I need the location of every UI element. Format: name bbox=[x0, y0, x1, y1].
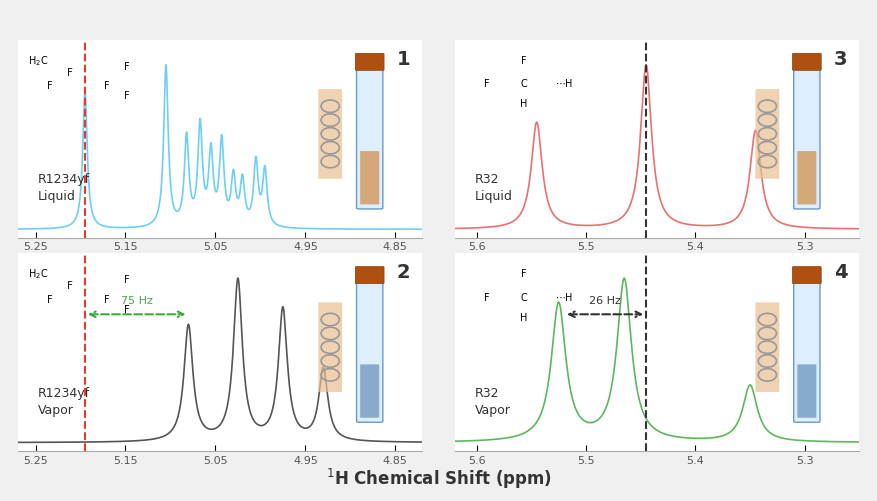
Text: F: F bbox=[124, 275, 130, 285]
Text: F: F bbox=[124, 91, 130, 101]
Text: $\cdots$H: $\cdots$H bbox=[555, 291, 573, 303]
FancyBboxPatch shape bbox=[318, 89, 342, 179]
Text: 1: 1 bbox=[396, 50, 410, 69]
Text: C: C bbox=[520, 80, 527, 90]
Text: R1234yf
Vapor: R1234yf Vapor bbox=[38, 387, 90, 416]
Text: R32
Liquid: R32 Liquid bbox=[475, 173, 513, 203]
Text: 2: 2 bbox=[396, 263, 410, 282]
Text: 75 Hz: 75 Hz bbox=[121, 296, 153, 306]
Text: F: F bbox=[103, 295, 110, 305]
Text: F: F bbox=[124, 62, 130, 72]
FancyBboxPatch shape bbox=[794, 69, 820, 209]
FancyBboxPatch shape bbox=[355, 267, 384, 284]
Text: F: F bbox=[484, 80, 490, 90]
FancyBboxPatch shape bbox=[318, 303, 342, 392]
Text: F: F bbox=[103, 82, 110, 92]
Text: F: F bbox=[124, 305, 130, 315]
FancyBboxPatch shape bbox=[797, 364, 816, 418]
Text: R1234yf
Liquid: R1234yf Liquid bbox=[38, 173, 90, 203]
Text: 4: 4 bbox=[834, 263, 847, 282]
FancyBboxPatch shape bbox=[360, 364, 379, 418]
FancyBboxPatch shape bbox=[360, 151, 379, 204]
Text: H$_2$C: H$_2$C bbox=[27, 267, 48, 281]
Text: H$_2$C: H$_2$C bbox=[27, 54, 48, 68]
Text: F: F bbox=[521, 56, 526, 66]
Text: 3: 3 bbox=[834, 50, 847, 69]
Text: F: F bbox=[521, 269, 526, 279]
Text: R32
Vapor: R32 Vapor bbox=[475, 387, 510, 416]
Text: F: F bbox=[47, 295, 53, 305]
Text: F: F bbox=[68, 68, 73, 78]
FancyBboxPatch shape bbox=[793, 53, 821, 70]
FancyBboxPatch shape bbox=[794, 282, 820, 422]
Text: F: F bbox=[68, 281, 73, 291]
Text: F: F bbox=[47, 82, 53, 92]
Text: F: F bbox=[484, 293, 490, 303]
FancyBboxPatch shape bbox=[355, 53, 384, 70]
FancyBboxPatch shape bbox=[797, 151, 816, 204]
FancyBboxPatch shape bbox=[357, 282, 383, 422]
FancyBboxPatch shape bbox=[793, 267, 821, 284]
Text: $\cdots$H: $\cdots$H bbox=[555, 78, 573, 90]
Text: H: H bbox=[520, 99, 527, 109]
FancyBboxPatch shape bbox=[755, 89, 780, 179]
Text: H: H bbox=[520, 313, 527, 323]
FancyBboxPatch shape bbox=[357, 69, 383, 209]
Text: 26 Hz: 26 Hz bbox=[589, 296, 621, 306]
FancyBboxPatch shape bbox=[755, 303, 780, 392]
Text: C: C bbox=[520, 293, 527, 303]
Text: $^{1}$H Chemical Shift (ppm): $^{1}$H Chemical Shift (ppm) bbox=[325, 467, 552, 491]
